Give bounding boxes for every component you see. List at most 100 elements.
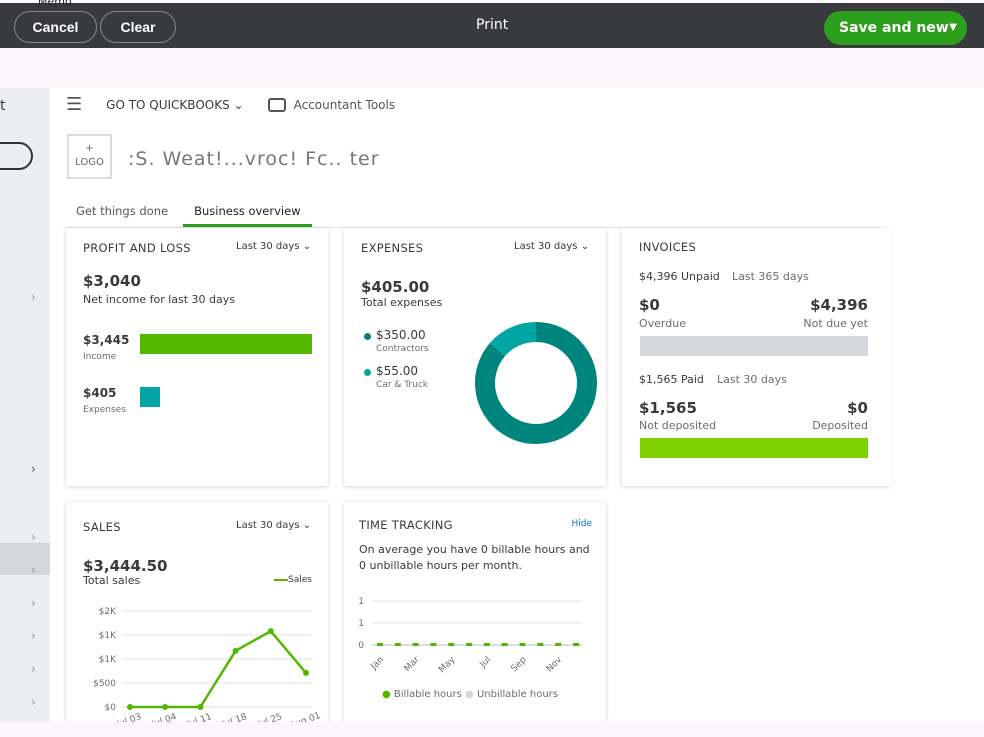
x-tick-label: Sep	[510, 655, 529, 674]
not-deposited-label: Not deposited	[639, 419, 717, 432]
chevron-right-icon[interactable]: ›	[31, 290, 36, 304]
time-tracking-chart: 0 1 1 Jan Mar May Jul Sep Nov	[358, 597, 582, 676]
sidebar-new-button[interactable]	[0, 142, 33, 170]
overdue-value: $0	[639, 296, 660, 314]
billable-point	[448, 643, 455, 646]
chevron-right-icon[interactable]: ›	[31, 695, 36, 709]
income-bar[interactable]	[140, 334, 312, 354]
sales-point	[127, 704, 133, 710]
sales-point	[162, 704, 169, 710]
print-link[interactable]: Print	[476, 17, 509, 33]
sales-line	[130, 629, 307, 709]
range-dropdown[interactable]: Last 30 days ⌄	[514, 241, 589, 252]
save-and-new-button[interactable]: Save and new ▼	[824, 11, 967, 45]
deposited-label: Deposited	[812, 419, 868, 432]
chevron-down-icon: ⌄	[302, 520, 312, 531]
legend-dot-icon: ●	[382, 689, 391, 700]
billable-point	[573, 643, 579, 646]
add-logo-button[interactable]: + LOGO	[67, 134, 112, 179]
hamburger-menu-icon[interactable]: ☰	[66, 94, 83, 115]
chevron-right-icon[interactable]: ›	[31, 462, 36, 476]
total-expenses-label: Total expenses	[361, 296, 443, 309]
range-label: Last 30 days	[236, 520, 300, 531]
sidebar-selected-item[interactable]	[0, 543, 50, 575]
main-content: ☰ GO TO QUICKBOOKS ⌄ Accountant Tools + L…	[50, 88, 984, 722]
unpaid-range: Last 365 days	[732, 270, 809, 283]
total-sales-label: Total sales	[83, 574, 141, 587]
car-truck-value: $55.00	[376, 364, 418, 378]
chevron-right-icon[interactable]: ›	[31, 662, 36, 676]
sales-point	[232, 647, 239, 654]
clear-button[interactable]: Clear	[100, 11, 176, 43]
chevron-right-icon[interactable]: ›	[31, 563, 36, 577]
sales-legend: Sales	[274, 575, 312, 585]
company-name: :S. Weat!...vroc! Fc.. ter	[128, 148, 380, 170]
sales-line-chart: $0 $500 $1K $1K $2K Jul 03 Jul 04 Jul 11 Jul 18 J…	[93, 607, 322, 722]
y-tick-label: 1	[358, 597, 364, 607]
income-value: $3,445	[83, 333, 130, 347]
time-tracking-card: TIME TRACKING Hide On average you have 0…	[344, 502, 606, 722]
y-tick-label: 0	[358, 641, 364, 651]
legend-dot-icon: ●	[465, 689, 474, 700]
accountant-tools-link[interactable]: Accountant Tools	[293, 97, 396, 112]
time-legend: ● Billable hours ● Unbillable hours	[382, 689, 558, 700]
paid-bar[interactable]	[640, 438, 868, 458]
paid-summary: $1,565 Paid	[639, 373, 704, 386]
sales-point	[267, 628, 274, 635]
car-truck-dot	[364, 369, 371, 376]
income-label: Income	[83, 352, 117, 362]
card-title: TIME TRACKING	[359, 518, 453, 532]
chevron-right-icon[interactable]: ›	[31, 596, 36, 610]
x-tick-label: Mar	[403, 655, 422, 674]
chevron-down-icon: ⌄	[302, 241, 312, 252]
sales-point	[197, 704, 204, 710]
overdue-label: Overdue	[639, 317, 686, 330]
y-tick-label: $0	[105, 703, 117, 713]
sales-card: SALES Last 30 days ⌄ $3,444.50 Total sal…	[66, 502, 328, 722]
form-footer-bar: Memo Cancel Clear Print Save and new ▼	[0, 0, 984, 48]
time-summary: On average you have 0 billable hours and…	[359, 543, 590, 572]
car-truck-label: Car & Truck	[376, 380, 428, 390]
net-income-label: Net income for last 30 days	[83, 293, 236, 306]
dropdown-caret-icon[interactable]: ▼	[949, 22, 957, 33]
expenses-card: EXPENSES Last 30 days ⌄ $405.00 Total ex…	[344, 228, 606, 486]
x-tick-label: Jul	[478, 655, 493, 670]
y-tick-label: $500	[93, 679, 116, 689]
chevron-right-icon[interactable]: ›	[31, 530, 36, 544]
plus-icon: +	[85, 143, 94, 154]
chevron-down-icon: ⌄	[580, 241, 590, 252]
contractors-value: $350.00	[376, 328, 426, 342]
hide-link[interactable]: Hide	[571, 519, 592, 529]
contractors-dot	[364, 333, 371, 340]
billable-point	[412, 643, 419, 646]
unpaid-bar[interactable]	[640, 336, 868, 356]
expenses-bar[interactable]	[140, 387, 161, 407]
donut-slice-0	[475, 322, 597, 444]
x-tick-label: May	[437, 655, 458, 676]
go-to-quickbooks-menu[interactable]: GO TO QUICKBOOKS ⌄	[106, 98, 243, 112]
legend-swatch	[274, 578, 288, 581]
range-dropdown[interactable]: Last 30 days ⌄	[236, 520, 311, 531]
cancel-button[interactable]: Cancel	[14, 11, 97, 43]
billable-point	[519, 643, 526, 646]
logo-label: LOGO	[75, 157, 104, 168]
tab-business-overview[interactable]: Business overview	[183, 204, 312, 227]
expenses-donut-chart	[475, 322, 597, 444]
card-title: INVOICES	[639, 240, 697, 254]
x-tick-label: Jul 25	[256, 712, 284, 722]
sidebar: t › › › › › › › ›	[0, 88, 50, 722]
chevron-right-icon[interactable]: ›	[31, 629, 36, 643]
billable-point	[394, 643, 401, 646]
memo-label: Memo	[38, 0, 72, 8]
profit-loss-card: PROFIT AND LOSS Last 30 days ⌄ $3,040 Ne…	[66, 228, 328, 486]
card-title: PROFIT AND LOSS	[83, 241, 191, 255]
total-expenses-value: $405.00	[361, 278, 430, 296]
x-tick-label: Jul 11	[185, 712, 213, 722]
tab-get-things-done[interactable]: Get things done	[76, 204, 169, 218]
range-dropdown[interactable]: Last 30 days ⌄	[236, 241, 311, 252]
y-tick-label: $1K	[99, 655, 117, 665]
deposited-value: $0	[847, 399, 868, 417]
billable-point	[377, 643, 383, 646]
billable-point	[555, 643, 562, 646]
not-deposited-value: $1,565	[639, 399, 697, 417]
